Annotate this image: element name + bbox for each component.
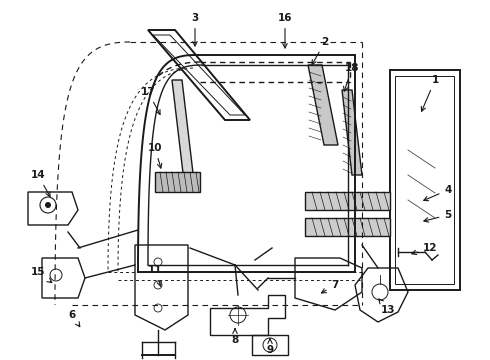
Text: 1: 1	[421, 75, 439, 111]
Text: 3: 3	[192, 13, 198, 46]
Text: 2: 2	[312, 37, 329, 64]
Text: 4: 4	[424, 185, 452, 201]
Text: 7: 7	[321, 280, 339, 293]
Polygon shape	[155, 172, 200, 192]
Text: 8: 8	[231, 329, 239, 345]
Text: 13: 13	[379, 299, 395, 315]
Text: 18: 18	[343, 63, 359, 91]
Text: 5: 5	[424, 210, 452, 222]
Text: 11: 11	[148, 265, 162, 286]
Text: 16: 16	[278, 13, 292, 48]
Text: 9: 9	[267, 339, 273, 355]
Text: 10: 10	[148, 143, 162, 168]
Polygon shape	[305, 218, 390, 236]
Circle shape	[45, 202, 51, 208]
Text: 12: 12	[412, 243, 437, 255]
Text: 15: 15	[31, 267, 52, 283]
Polygon shape	[172, 80, 195, 190]
Polygon shape	[305, 192, 390, 210]
Polygon shape	[342, 90, 362, 175]
Text: 6: 6	[69, 310, 80, 327]
Polygon shape	[308, 65, 338, 145]
Text: 14: 14	[31, 170, 50, 197]
Text: 17: 17	[141, 87, 160, 114]
